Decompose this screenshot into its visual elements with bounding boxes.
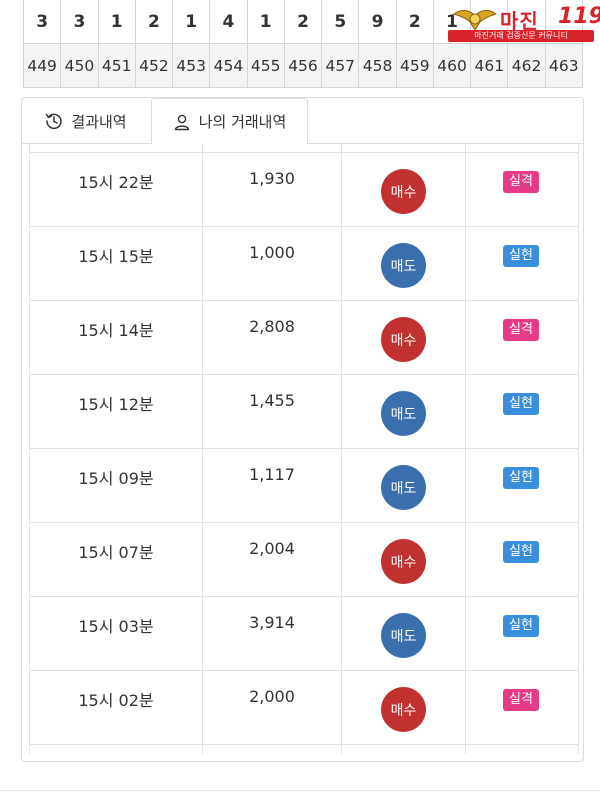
trade-result-badge: 실현 — [503, 467, 539, 489]
trade-time: 15시 14분 — [78, 321, 154, 340]
eagle-badge-icon — [452, 9, 498, 31]
round-number-cell: 460 — [432, 44, 471, 88]
logo-brand-text: 마진 — [500, 9, 539, 33]
column-divider — [341, 144, 342, 754]
round-number-cell: 453 — [172, 44, 210, 88]
trade-time: 15시 22분 — [78, 173, 154, 192]
trade-row-partial — [30, 744, 578, 754]
round-number-cell: 461 — [470, 44, 508, 88]
trade-result-badge: 실격 — [503, 319, 539, 341]
result-value-cell: 1 — [246, 0, 284, 44]
history-icon — [46, 113, 63, 130]
trade-row: 15시 02분 2,000 매수 실격 — [30, 670, 578, 744]
trade-side-badge: 매도 — [381, 465, 426, 510]
trade-amount: 2,004 — [249, 539, 295, 558]
trade-result-badge: 실현 — [503, 393, 539, 415]
logo-brand-number: 119 — [558, 4, 600, 29]
round-number-cell: 457 — [321, 44, 359, 88]
trade-row: 15시 14분 2,808 매수 실격 — [30, 300, 578, 374]
trade-row: 15시 15분 1,000 매도 실현 — [30, 226, 578, 300]
tab-bar: 결과내역 나의 거래내역 — [22, 98, 583, 145]
trade-result-badge: 실현 — [503, 541, 539, 563]
trade-result-badge: 실현 — [503, 615, 539, 637]
trade-row: 15시 07분 2,004 매수 실현 — [30, 522, 578, 596]
result-value-cell: 2 — [395, 0, 433, 44]
column-divider — [202, 144, 203, 754]
trade-result-badge: 실현 — [503, 245, 539, 267]
result-value-cell: 3 — [60, 0, 98, 44]
trade-amount: 1,455 — [249, 391, 295, 410]
round-number-cell: 454 — [209, 44, 247, 88]
round-number-cell: 456 — [283, 44, 322, 88]
tab-my-trades[interactable]: 나의 거래내역 — [151, 98, 308, 145]
result-value-cell: 1 — [97, 0, 135, 44]
result-value-cell: 4 — [209, 0, 247, 44]
tab-label: 결과내역 — [71, 112, 127, 131]
trade-amount: 1,117 — [249, 465, 295, 484]
result-value-cell: 5 — [321, 0, 359, 44]
trade-time: 15시 15분 — [78, 247, 154, 266]
trade-amount: 2,000 — [249, 687, 295, 706]
column-divider — [465, 144, 466, 754]
round-number-cell: 451 — [97, 44, 135, 88]
trade-time: 15시 02분 — [78, 691, 154, 710]
site-logo: 마진 119 마진거래 검증신문 커뮤니티 — [448, 4, 600, 42]
round-number-cell: 458 — [358, 44, 396, 88]
logo-tagline: 마진거래 검증신문 커뮤니티 — [448, 30, 594, 42]
round-numbers-row: 449 450 451 452 453 454 455 456 457 458 … — [23, 44, 582, 88]
trade-amount: 3,914 — [249, 613, 295, 632]
history-panel: 결과내역 나의 거래내역 15시 22분 1,930 매수 실격 15시 15분… — [21, 97, 584, 762]
trade-row: 15시 12분 1,455 매도 실현 — [30, 374, 578, 448]
round-number-cell: 449 — [23, 44, 61, 88]
round-number-cell: 455 — [246, 44, 284, 88]
trade-side-badge: 매도 — [381, 613, 426, 658]
trade-time: 15시 03분 — [78, 617, 154, 636]
trade-row: 15시 03분 3,914 매도 실현 — [30, 596, 578, 670]
trade-side-badge: 매수 — [381, 169, 426, 214]
trade-amount: 2,808 — [249, 317, 295, 336]
result-value-cell: 2 — [134, 0, 173, 44]
trade-side-badge: 매도 — [381, 391, 426, 436]
bottom-divider — [0, 790, 600, 791]
result-value-cell: 9 — [358, 0, 396, 44]
trade-time: 15시 07분 — [78, 543, 154, 562]
tab-results-history[interactable]: 결과내역 — [22, 98, 150, 144]
result-value-cell: 1 — [172, 0, 210, 44]
trade-time: 15시 09분 — [78, 469, 154, 488]
trade-side-badge: 매수 — [381, 687, 426, 732]
trade-side-badge: 매수 — [381, 539, 426, 584]
tab-label: 나의 거래내역 — [198, 113, 287, 131]
trade-side-badge: 매수 — [381, 317, 426, 362]
result-grid: 3 3 1 2 1 4 1 2 5 9 2 1 449 450 451 452 … — [23, 0, 583, 88]
result-value-cell: 3 — [23, 0, 61, 44]
result-values-row: 3 3 1 2 1 4 1 2 5 9 2 1 — [23, 0, 582, 44]
trades-table: 15시 22분 1,930 매수 실격 15시 15분 1,000 매도 실현 … — [29, 144, 579, 754]
round-number-cell: 463 — [544, 44, 582, 88]
result-value-cell: 2 — [283, 0, 322, 44]
round-number-cell: 459 — [395, 44, 433, 88]
trade-amount: 1,930 — [249, 169, 295, 188]
trade-row: 15시 09분 1,117 매도 실현 — [30, 448, 578, 522]
round-number-cell: 450 — [60, 44, 98, 88]
trade-result-badge: 실격 — [503, 689, 539, 711]
trade-time: 15시 12분 — [78, 395, 154, 414]
user-icon — [174, 114, 189, 130]
round-number-cell: 452 — [134, 44, 173, 88]
trade-amount: 1,000 — [249, 243, 295, 262]
trade-result-badge: 실격 — [503, 171, 539, 193]
trade-side-badge: 매도 — [381, 243, 426, 288]
round-number-cell: 462 — [507, 44, 545, 88]
trade-row: 15시 22분 1,930 매수 실격 — [30, 152, 578, 226]
